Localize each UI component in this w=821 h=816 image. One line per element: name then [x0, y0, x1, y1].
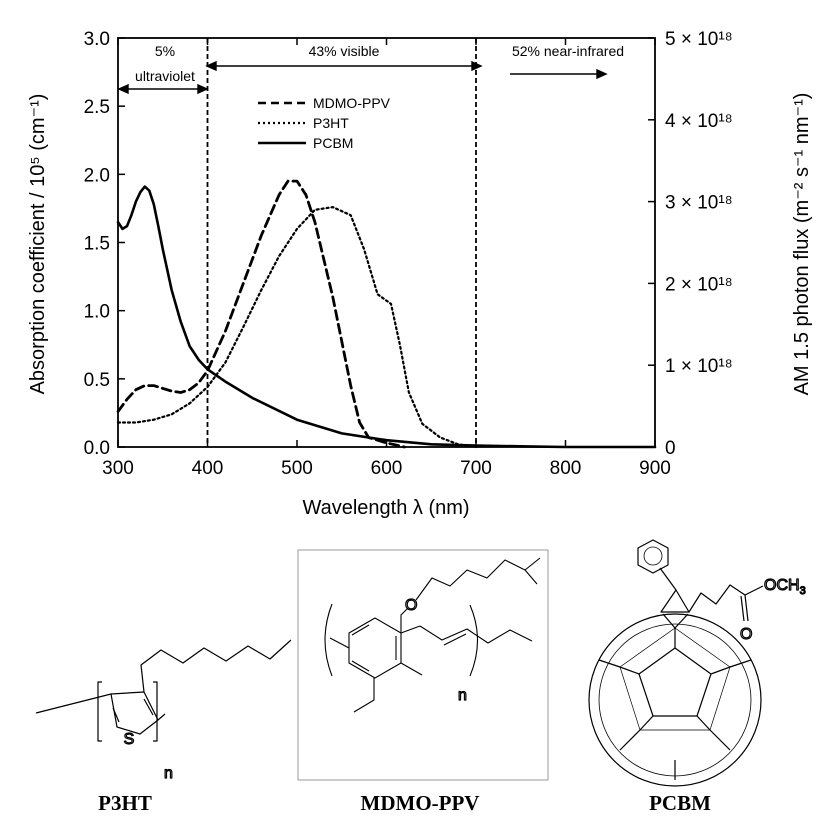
x-tick-label: 500 — [281, 458, 313, 479]
y-tick-label: 1.5 — [84, 234, 110, 255]
y2-axis-title: AM 1.5 photon flux (m⁻² s⁻¹ nm⁻¹) — [791, 93, 813, 396]
series-line-p3ht — [116, 206, 478, 449]
y-tick-label: 0.0 — [84, 438, 110, 459]
y2-tick-label: 0 — [665, 438, 676, 459]
x-tick-label: 600 — [371, 458, 403, 479]
p3ht-subscript-n: n — [164, 765, 173, 782]
y2-tick-label: 3 × 10¹⁸ — [665, 193, 733, 214]
annotation-uv-percent: 5% — [155, 43, 175, 59]
y2-tick-label: 1 × 10¹⁸ — [665, 356, 733, 377]
uv-arrowhead-left — [117, 83, 129, 95]
y2-axis-ticks: 0 1 × 10¹⁸ 2 × 10¹⁸ 3 × 10¹⁸ 4 × 10¹⁸ 5 × 10¹… — [648, 29, 733, 459]
label-mdmo-ppv: MDMO-PPV — [361, 791, 480, 815]
series-line-mdmo-ppv — [116, 179, 406, 449]
y-tick-label: 2.5 — [84, 97, 110, 118]
pcbm-structure — [588, 539, 764, 787]
annotation-uv-label: ultraviolet — [135, 68, 195, 84]
x-axis-title: Wavelength λ (nm) — [302, 497, 469, 519]
legend-label-pcbm: PCBM — [313, 135, 353, 151]
y-axis-title: Absorption coefficient / 10⁵ (cm⁻¹) — [27, 94, 49, 395]
legend-label-p3ht: P3HT — [313, 115, 349, 131]
structures: S n O n — [35, 539, 806, 815]
uv-arrowhead-right — [197, 83, 209, 95]
mdmo-ether-oxygen: O — [405, 597, 417, 614]
x-tick-label: 400 — [192, 458, 224, 479]
region-dividers — [206, 38, 477, 447]
x-tick-label: 900 — [639, 458, 671, 479]
legend-label-mdmo: MDMO-PPV — [313, 95, 391, 111]
x-tick-label: 300 — [102, 458, 134, 479]
x-tick-label: 800 — [550, 458, 582, 479]
p3ht-structure — [35, 639, 292, 742]
pcbm-carbonyl-oxygen: O — [740, 626, 752, 643]
y2-tick-label: 2 × 10¹⁸ — [665, 274, 733, 295]
x-tick-label: 700 — [460, 458, 492, 479]
y-tick-label: 3.0 — [84, 29, 110, 50]
y-tick-label: 2.0 — [84, 165, 110, 186]
p3ht-sulfur: S — [124, 731, 135, 748]
y-tick-label: 1.0 — [84, 302, 110, 323]
label-p3ht: P3HT — [98, 791, 152, 815]
series-lines — [116, 179, 657, 449]
label-pcbm: PCBM — [649, 791, 711, 815]
series-line-pcbm — [116, 185, 657, 449]
mdmo-subscript-n: n — [458, 687, 467, 704]
annotation-visible: 43% visible — [309, 43, 380, 59]
annotation-nir: 52% near-infrared — [512, 43, 624, 59]
visible-arrowhead-right — [471, 60, 483, 72]
absorption-chart: 300 400 500 600 700 800 900 0.0 0.5 1.0 1.5 2.0 2.5… — [27, 29, 813, 519]
y-axis-ticks: 0.0 0.5 1.0 1.5 2.0 2.5 3.0 — [84, 29, 125, 459]
y2-tick-label: 5 × 10¹⁸ — [665, 29, 733, 50]
x-axis-ticks: 300 400 500 600 700 800 900 — [102, 38, 671, 479]
y2-tick-label: 4 × 10¹⁸ — [665, 111, 733, 132]
region-arrows — [117, 60, 608, 95]
mdmo-structure-frame — [297, 549, 549, 781]
mdmo-structure — [324, 557, 541, 713]
pcbm-methoxy-group: OCH3 — [764, 577, 806, 597]
visible-arrowhead-left — [205, 60, 217, 72]
nir-arrowhead-right — [596, 68, 608, 80]
y-tick-label: 0.5 — [84, 370, 110, 391]
legend: MDMO-PPV P3HT PCBM — [258, 95, 391, 151]
